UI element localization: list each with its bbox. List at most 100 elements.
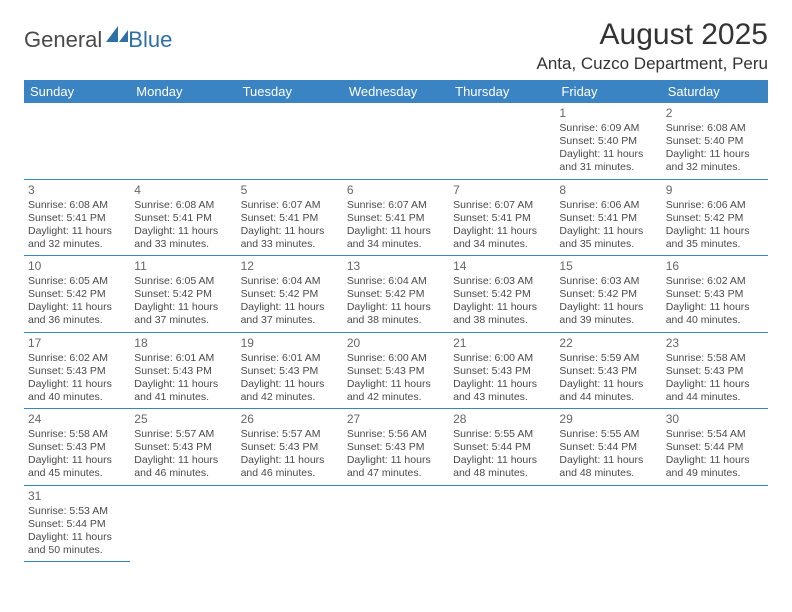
sunset-line: Sunset: 5:43 PM (347, 365, 445, 378)
sunset-line: Sunset: 5:41 PM (559, 212, 657, 225)
sunrise-line: Sunrise: 6:03 AM (559, 275, 657, 288)
sunrise-line: Sunrise: 6:04 AM (241, 275, 339, 288)
sunset-line: Sunset: 5:44 PM (559, 441, 657, 454)
sunset-line: Sunset: 5:44 PM (453, 441, 551, 454)
sunset-line: Sunset: 5:41 PM (453, 212, 551, 225)
calendar-cell: 1Sunrise: 6:09 AMSunset: 5:40 PMDaylight… (555, 103, 661, 179)
daylight-line: Daylight: 11 hours and 37 minutes. (241, 301, 339, 327)
calendar-header-row: SundayMondayTuesdayWednesdayThursdayFrid… (24, 80, 768, 103)
sunrise-line: Sunrise: 6:01 AM (134, 352, 232, 365)
calendar-cell (343, 485, 449, 562)
month-title: August 2025 (536, 18, 768, 52)
sunset-line: Sunset: 5:43 PM (134, 365, 232, 378)
daylight-line: Daylight: 11 hours and 32 minutes. (28, 225, 126, 251)
sunset-line: Sunset: 5:42 PM (666, 212, 764, 225)
calendar-cell: 29Sunrise: 5:55 AMSunset: 5:44 PMDayligh… (555, 409, 661, 486)
daylight-line: Daylight: 11 hours and 48 minutes. (559, 454, 657, 480)
daylight-line: Daylight: 11 hours and 46 minutes. (241, 454, 339, 480)
calendar-cell: 9Sunrise: 6:06 AMSunset: 5:42 PMDaylight… (662, 179, 768, 256)
day-header: Sunday (24, 80, 130, 103)
sunrise-line: Sunrise: 6:07 AM (241, 199, 339, 212)
logo: General Blue (24, 18, 172, 53)
daylight-line: Daylight: 11 hours and 37 minutes. (134, 301, 232, 327)
calendar-cell: 30Sunrise: 5:54 AMSunset: 5:44 PMDayligh… (662, 409, 768, 486)
sunset-line: Sunset: 5:41 PM (28, 212, 126, 225)
calendar-cell: 25Sunrise: 5:57 AMSunset: 5:43 PMDayligh… (130, 409, 236, 486)
day-number: 10 (28, 259, 126, 274)
day-number: 8 (559, 183, 657, 198)
sunrise-line: Sunrise: 5:59 AM (559, 352, 657, 365)
calendar-cell: 16Sunrise: 6:02 AMSunset: 5:43 PMDayligh… (662, 256, 768, 333)
calendar-cell: 10Sunrise: 6:05 AMSunset: 5:42 PMDayligh… (24, 256, 130, 333)
daylight-line: Daylight: 11 hours and 33 minutes. (134, 225, 232, 251)
calendar-cell: 28Sunrise: 5:55 AMSunset: 5:44 PMDayligh… (449, 409, 555, 486)
calendar-table: SundayMondayTuesdayWednesdayThursdayFrid… (24, 80, 768, 562)
day-number: 26 (241, 412, 339, 427)
day-number: 15 (559, 259, 657, 274)
daylight-line: Daylight: 11 hours and 45 minutes. (28, 454, 126, 480)
calendar-cell: 22Sunrise: 5:59 AMSunset: 5:43 PMDayligh… (555, 332, 661, 409)
logo-text-general: General (24, 27, 102, 53)
sunrise-line: Sunrise: 6:03 AM (453, 275, 551, 288)
sunset-line: Sunset: 5:43 PM (241, 365, 339, 378)
sunset-line: Sunset: 5:42 PM (347, 288, 445, 301)
sunset-line: Sunset: 5:43 PM (28, 441, 126, 454)
daylight-line: Daylight: 11 hours and 46 minutes. (134, 454, 232, 480)
sunset-line: Sunset: 5:43 PM (453, 365, 551, 378)
daylight-line: Daylight: 11 hours and 40 minutes. (666, 301, 764, 327)
day-number: 5 (241, 183, 339, 198)
daylight-line: Daylight: 11 hours and 31 minutes. (559, 148, 657, 174)
sunset-line: Sunset: 5:43 PM (559, 365, 657, 378)
sunset-line: Sunset: 5:41 PM (347, 212, 445, 225)
sunrise-line: Sunrise: 5:58 AM (28, 428, 126, 441)
day-number: 25 (134, 412, 232, 427)
day-number: 13 (347, 259, 445, 274)
daylight-line: Daylight: 11 hours and 32 minutes. (666, 148, 764, 174)
calendar-cell: 26Sunrise: 5:57 AMSunset: 5:43 PMDayligh… (237, 409, 343, 486)
daylight-line: Daylight: 11 hours and 36 minutes. (28, 301, 126, 327)
sunrise-line: Sunrise: 5:57 AM (134, 428, 232, 441)
calendar-cell: 3Sunrise: 6:08 AMSunset: 5:41 PMDaylight… (24, 179, 130, 256)
day-number: 6 (347, 183, 445, 198)
sunrise-line: Sunrise: 5:53 AM (28, 505, 126, 518)
day-number: 18 (134, 336, 232, 351)
daylight-line: Daylight: 11 hours and 43 minutes. (453, 378, 551, 404)
sunrise-line: Sunrise: 6:09 AM (559, 122, 657, 135)
calendar-cell (555, 485, 661, 562)
day-number: 24 (28, 412, 126, 427)
day-number: 20 (347, 336, 445, 351)
daylight-line: Daylight: 11 hours and 38 minutes. (347, 301, 445, 327)
day-number: 3 (28, 183, 126, 198)
sunrise-line: Sunrise: 5:58 AM (666, 352, 764, 365)
day-header: Saturday (662, 80, 768, 103)
sunrise-line: Sunrise: 5:54 AM (666, 428, 764, 441)
calendar-cell: 2Sunrise: 6:08 AMSunset: 5:40 PMDaylight… (662, 103, 768, 179)
sunset-line: Sunset: 5:41 PM (134, 212, 232, 225)
calendar-cell (24, 103, 130, 179)
day-number: 7 (453, 183, 551, 198)
day-number: 17 (28, 336, 126, 351)
daylight-line: Daylight: 11 hours and 41 minutes. (134, 378, 232, 404)
daylight-line: Daylight: 11 hours and 47 minutes. (347, 454, 445, 480)
sunset-line: Sunset: 5:43 PM (241, 441, 339, 454)
logo-sail-icon (106, 26, 128, 47)
day-number: 1 (559, 106, 657, 121)
sunrise-line: Sunrise: 6:01 AM (241, 352, 339, 365)
sunrise-line: Sunrise: 6:05 AM (28, 275, 126, 288)
day-number: 9 (666, 183, 764, 198)
sunrise-line: Sunrise: 6:02 AM (666, 275, 764, 288)
sunset-line: Sunset: 5:42 PM (559, 288, 657, 301)
sunrise-line: Sunrise: 6:04 AM (347, 275, 445, 288)
calendar-cell (662, 485, 768, 562)
calendar-cell: 15Sunrise: 6:03 AMSunset: 5:42 PMDayligh… (555, 256, 661, 333)
daylight-line: Daylight: 11 hours and 49 minutes. (666, 454, 764, 480)
calendar-cell: 21Sunrise: 6:00 AMSunset: 5:43 PMDayligh… (449, 332, 555, 409)
sunset-line: Sunset: 5:40 PM (666, 135, 764, 148)
day-number: 23 (666, 336, 764, 351)
calendar-cell (343, 103, 449, 179)
calendar-cell: 19Sunrise: 6:01 AMSunset: 5:43 PMDayligh… (237, 332, 343, 409)
sunset-line: Sunset: 5:44 PM (666, 441, 764, 454)
calendar-cell: 12Sunrise: 6:04 AMSunset: 5:42 PMDayligh… (237, 256, 343, 333)
sunrise-line: Sunrise: 6:08 AM (666, 122, 764, 135)
sunrise-line: Sunrise: 6:07 AM (453, 199, 551, 212)
